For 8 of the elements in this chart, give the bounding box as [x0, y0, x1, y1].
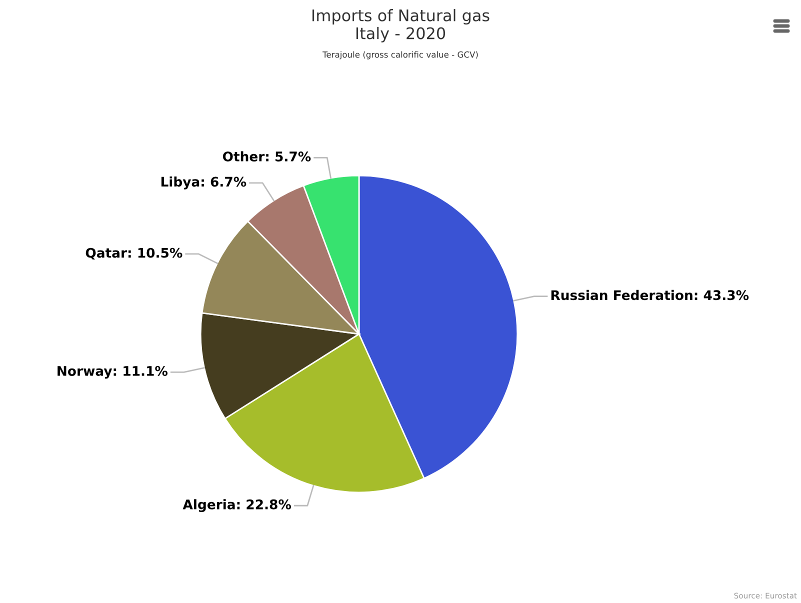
chart-title: Imports of Natural gas Italy - 2020 [312, 9, 490, 42]
chart-subtitle: Terajoule (gross calorific value - GCV) [322, 51, 478, 60]
slice-label: Russian Federation: 43.3% [551, 290, 749, 300]
slice-label: Norway: 11.1% [58, 366, 168, 379]
slice-label: Other: 5.7% [222, 151, 311, 162]
slice-label: Libya: 6.7% [161, 176, 246, 190]
slice-label: Qatar: 10.5% [86, 248, 182, 260]
slice-label: Algeria: 22.8% [182, 499, 292, 512]
